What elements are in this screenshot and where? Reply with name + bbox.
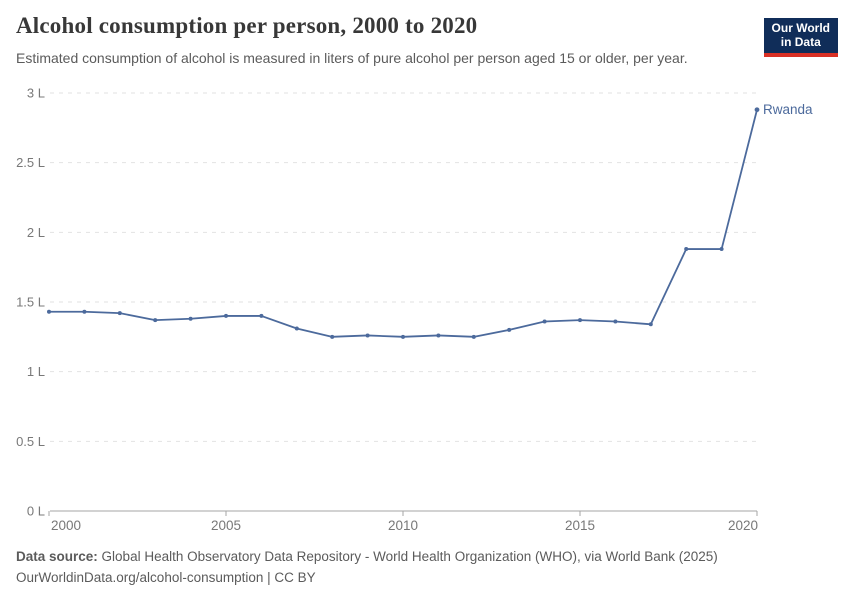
data-source-text: Global Health Observatory Data Repositor…: [101, 549, 718, 564]
x-tick-label: 2005: [211, 518, 241, 533]
y-tick-label: 3 L: [27, 86, 45, 101]
data-source-label: Data source:: [16, 549, 98, 564]
data-point: [578, 318, 582, 323]
license-line: OurWorldinData.org/alcohol-consumption |…: [16, 567, 718, 588]
x-tick-label: 2015: [565, 518, 595, 533]
data-point: [719, 247, 724, 252]
data-point: [754, 107, 760, 113]
y-tick-label: 1.5 L: [16, 295, 45, 310]
chart-subtitle: Estimated consumption of alcohol is meas…: [16, 50, 688, 66]
data-source-line: Data source: Global Health Observatory D…: [16, 546, 718, 567]
data-point: [82, 309, 87, 314]
data-point: [648, 322, 653, 327]
chart-svg: 0 L 0.5 L 1 L 1.5 L 2 L 2.5 L 3 L 2000 2005 2010 2…: [16, 86, 813, 534]
data-point: [365, 333, 370, 338]
y-tick-label: 0.5 L: [16, 434, 45, 449]
data-point: [294, 326, 299, 331]
x-tick-label: 2010: [388, 518, 418, 533]
data-point: [47, 309, 51, 314]
owid-logo[interactable]: Our World in Data: [763, 18, 838, 57]
data-point: [188, 316, 193, 321]
footer-separator: |: [267, 570, 271, 585]
y-tick-label: 2.5 L: [16, 155, 45, 170]
data-point: [153, 318, 158, 323]
data-point: [117, 311, 122, 316]
data-point: [507, 327, 512, 332]
license-label: CC BY: [274, 570, 316, 585]
y-tick-label: 1 L: [27, 364, 45, 379]
owid-logo-line2: in Data: [780, 34, 821, 49]
y-tick-label: 2 L: [27, 225, 45, 240]
x-tick-label: 2000: [51, 518, 81, 533]
data-point: [259, 313, 264, 318]
data-point: [684, 247, 689, 252]
data-point: [330, 334, 335, 339]
line-chart: 0 L 0.5 L 1 L 1.5 L 2 L 2.5 L 3 L 2000 2005 2010 2…: [0, 80, 850, 550]
owid-logo-line1: Our World: [771, 21, 830, 35]
data-point: [471, 334, 476, 339]
data-point: [401, 334, 405, 339]
series-label: Rwanda: [763, 102, 813, 117]
y-tick-label: 0 L: [27, 504, 45, 519]
owid-url-link[interactable]: OurWorldinData.org/alcohol-consumption: [16, 570, 264, 585]
chart-title: Alcohol consumption per person, 2000 to …: [16, 13, 478, 38]
data-point: [436, 333, 441, 338]
data-point: [542, 319, 547, 324]
x-tick-label: 2020: [728, 518, 758, 533]
data-point: [613, 319, 618, 324]
series-line: [48, 108, 758, 338]
data-point: [224, 313, 228, 318]
chart-footer: Data source: Global Health Observatory D…: [16, 546, 718, 588]
